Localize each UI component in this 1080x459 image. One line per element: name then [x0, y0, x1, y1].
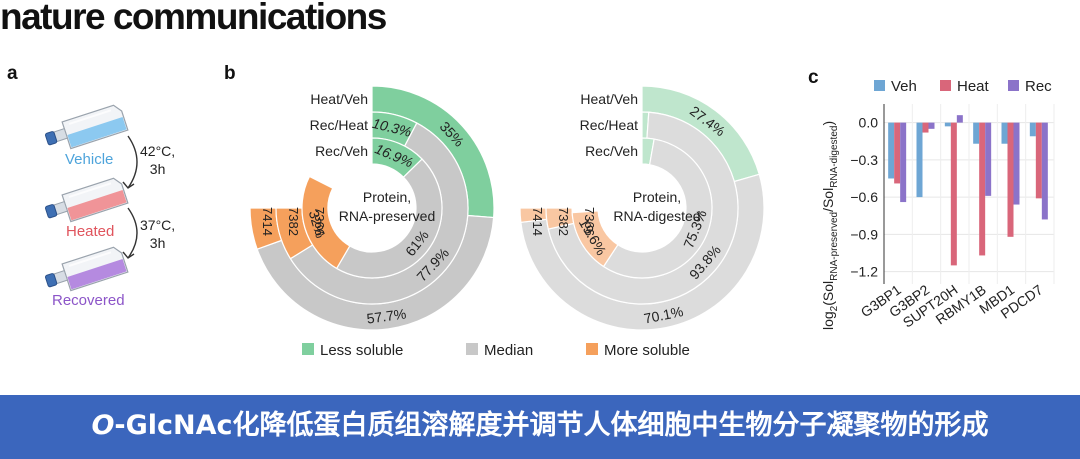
bar-ytick-3: −0.9	[850, 226, 878, 242]
donut-1-ring-2-median	[602, 138, 713, 279]
bar-rec-g3bp1	[900, 122, 907, 203]
donut-1-center-label-2: RNA-digested	[613, 208, 700, 224]
donut-1-ring-n-0: 7414	[530, 207, 545, 236]
bar-veh-g3bp1	[888, 122, 895, 179]
step-label-recover: 37°C, 3h	[140, 217, 176, 251]
bar-heat-supt20h	[950, 122, 957, 266]
donut-0-ring-name-2: Rec/Veh	[315, 143, 368, 159]
donut-0-ring-name-0: Heat/Veh	[310, 91, 368, 107]
flask-recovered	[44, 246, 129, 292]
bar-rec-supt20h	[956, 115, 963, 123]
arrow-heat	[122, 135, 138, 189]
bar-heat-rbmy1b	[979, 122, 986, 256]
banner-text: O-GlcNAc化降低蛋白质组溶解度并调节人体细胞中生物分子凝聚物的形成	[91, 410, 989, 441]
bar-chart: 0.0−0.3−0.6−0.9−1.2G3BP1G3BP2SUPT20HRBMY…	[820, 78, 1055, 331]
bar-veh-mbd1	[1001, 122, 1008, 144]
bar-ytick-0: 0.0	[859, 115, 879, 131]
donut-1-ring-n-1: 7382	[556, 207, 571, 236]
donut-0-ring-n-1: 7382	[286, 207, 301, 236]
donut-0-ring-2-more	[301, 175, 351, 270]
bar-legend-label-1: Heat	[957, 78, 990, 95]
bar-legend-label-0: Veh	[891, 78, 917, 95]
donut-1-ring-name-0: Heat/Veh	[580, 91, 638, 107]
bar-legend-swatch-1	[940, 80, 951, 91]
caption-banner: O-GlcNAc化降低蛋白质组溶解度并调节人体细胞中生物分子凝聚物的形成	[0, 395, 1080, 459]
bar-rec-g3bp2	[928, 122, 935, 129]
bar-rec-pdcd7	[1041, 122, 1048, 220]
bar-legend-swatch-0	[874, 80, 885, 91]
bar-veh-rbmy1b	[973, 122, 980, 144]
legend-b-swatch-0	[302, 343, 314, 355]
donut-1-ring-name-1: Rec/Heat	[580, 117, 638, 133]
donut-0-ring-n-2: 7366	[312, 207, 327, 236]
donut-0-ring-n-0: 7414	[260, 207, 275, 236]
donut-0-label-2-more: 32%	[306, 208, 329, 239]
panel-c-letter: c	[808, 67, 819, 88]
legend-b-label-0: Less soluble	[320, 342, 403, 359]
donut-0-center-label-1: Protein,	[363, 189, 411, 205]
donut-0-label-0-median: 57.7%	[366, 305, 407, 326]
bar-heat-g3bp1	[894, 122, 901, 184]
bar-rec-mbd1	[1013, 122, 1020, 205]
donut-0: 35%57.7%Heat/Veh741410.3%77.9%Rec/Heat73…	[249, 85, 495, 331]
donut-1-label-0-median: 70.1%	[642, 303, 684, 327]
legend-b-label-2: More soluble	[604, 342, 690, 359]
legend-b-swatch-2	[586, 343, 598, 355]
figure-canvas: 35%57.7%Heat/Veh741410.3%77.9%Rec/Heat73…	[44, 78, 1055, 359]
bar-veh-g3bp2	[916, 122, 923, 198]
bar-ytick-2: −0.6	[850, 189, 878, 205]
donut-1-ring-n-2: 7366	[582, 207, 597, 236]
panel-b-letter: b	[224, 63, 236, 84]
legend-b-swatch-1	[466, 343, 478, 355]
panel-a-letter: a	[7, 63, 18, 84]
bar-legend-label-2: Rec	[1025, 78, 1052, 95]
flask-vehicle	[44, 104, 129, 150]
donut-1-ring-2-more	[571, 210, 619, 268]
legend-b: Less soluble Median More soluble	[302, 342, 690, 359]
bar-ytick-4: −1.2	[850, 264, 878, 280]
donut-1-ring-name-2: Rec/Veh	[585, 143, 638, 159]
donut-1-center-label-1: Protein,	[633, 189, 681, 205]
donut-0-ring-name-1: Rec/Heat	[310, 117, 368, 133]
step-label-heat: 42°C, 3h	[140, 143, 176, 177]
bar-ytick-1: −0.3	[850, 152, 878, 168]
bar-heat-mbd1	[1007, 122, 1014, 237]
bar-ylabel: log2(SolRNA-preserved/SolRNA-digested)	[820, 121, 840, 330]
donut-0-center-label-2: RNA-preserved	[339, 208, 435, 224]
flask-label-vehicle: Vehicle	[65, 151, 114, 168]
bar-legend-swatch-2	[1008, 80, 1019, 91]
arrow-recover	[122, 207, 138, 259]
bar-heat-g3bp2	[922, 122, 929, 133]
flask-label-heated: Heated	[66, 223, 115, 240]
legend-b-label-1: Median	[484, 342, 533, 359]
flask-heated	[44, 177, 129, 223]
bar-heat-pdcd7	[1035, 122, 1042, 199]
journal-title: nature communications	[0, 0, 387, 37]
donut-0-ring-2-median	[335, 158, 443, 279]
flask-label-recovered: Recovered	[52, 292, 125, 309]
bar-veh-pdcd7	[1029, 122, 1036, 137]
bar-veh-supt20h	[944, 122, 951, 127]
bar-rec-rbmy1b	[985, 122, 992, 196]
